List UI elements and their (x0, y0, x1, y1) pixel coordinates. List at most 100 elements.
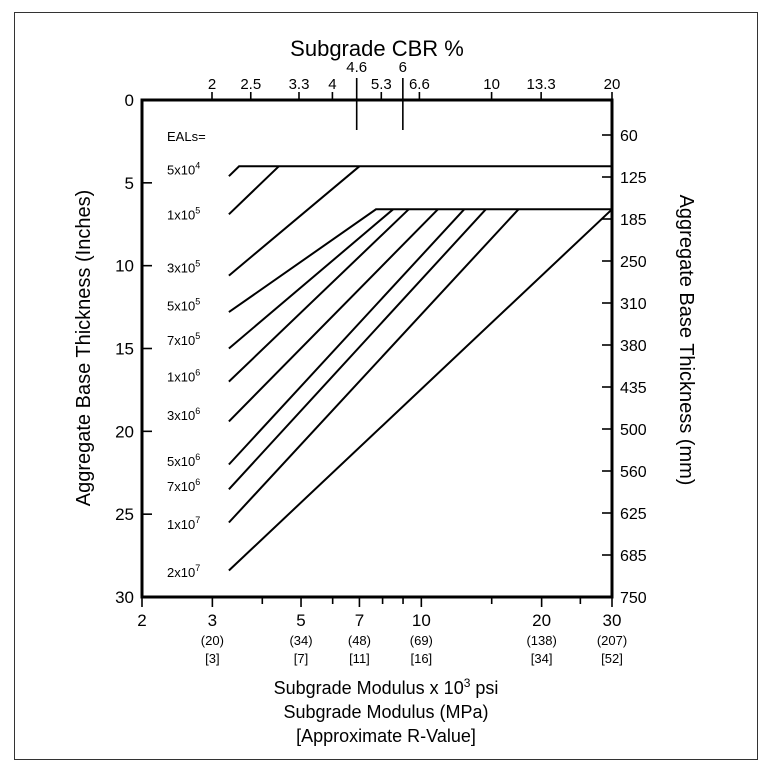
bottom-tick-mpa-1: (20) (201, 633, 224, 648)
right-tick-label-8: 560 (620, 464, 647, 481)
eal-label-exponent-7: 6 (195, 452, 200, 462)
right-tick-label-7: 500 (620, 422, 647, 439)
plot-area-border (140, 98, 614, 599)
top-tick-label-3: 4 (328, 76, 336, 93)
right-tick-label-4: 310 (620, 296, 647, 313)
eal-label-exponent-10: 7 (195, 563, 200, 573)
left-tick-label-2: 10 (115, 257, 134, 276)
series-line-8 (228, 208, 487, 490)
eal-series-lines (228, 165, 613, 572)
series-line-1 (228, 165, 280, 216)
eal-label-5: 1x106 (167, 368, 200, 385)
bottom-tick-mpa-2: (34) (289, 633, 312, 648)
series-line-3 (228, 208, 612, 313)
eal-label-2: 3x105 (167, 258, 200, 275)
left-tick-label-6: 30 (115, 588, 134, 607)
eal-label-exponent-8: 6 (195, 477, 200, 487)
eal-label-base-3: 5x10 (167, 298, 195, 313)
bottom-tick-label-5: 20 (532, 611, 551, 630)
bottom-tick-r-value-6: [52] (601, 651, 623, 666)
top-tick-label-2: 3.3 (289, 76, 310, 93)
bottom-axis-title: Subgrade Modulus x 103 psi (274, 676, 499, 698)
bottom-tick-label-2: 5 (296, 611, 305, 630)
left-axis-ticks: 0 5 10 15 20 25 30 (115, 91, 152, 607)
bottom-tick-label-1: 3 (208, 611, 217, 630)
top-tick-label-0: 2 (208, 76, 216, 93)
eal-label-base-6: 3x10 (167, 408, 195, 423)
eal-labels: 5x1041x1053x1055x1057x1051x1063x1065x106… (167, 161, 200, 581)
top-tick-label-5: 5.3 (371, 76, 392, 93)
top-tick-label-8: 10 (483, 76, 500, 93)
bottom-tick-r-value-1: [3] (205, 651, 219, 666)
eal-label-0: 5x104 (167, 161, 200, 178)
right-tick-label-0: 60 (620, 128, 638, 145)
eal-label-7: 5x106 (167, 452, 200, 469)
bottom-tick-mpa-3: (48) (348, 633, 371, 648)
eal-label-base-2: 3x10 (167, 260, 195, 275)
series-line-2 (228, 165, 361, 277)
left-axis-title: Aggregate Base Thickness (Inches) (73, 190, 95, 506)
right-tick-label-11: 750 (620, 590, 647, 607)
left-tick-label-1: 5 (125, 174, 134, 193)
top-tick-label-1: 2.5 (240, 76, 261, 93)
left-tick-label-4: 20 (115, 422, 134, 441)
right-tick-label-10: 685 (620, 548, 647, 565)
eals-header: EALs= (167, 129, 206, 144)
bottom-tick-r-value-3: [11] (349, 651, 370, 666)
bottom-tick-label-4: 10 (412, 611, 431, 630)
eal-label-base-8: 7x10 (167, 479, 195, 494)
eal-label-base-0: 5x10 (167, 163, 195, 178)
right-tick-label-1: 125 (620, 170, 647, 187)
bottom-tick-label-6: 30 (603, 611, 622, 630)
left-tick-label-5: 25 (115, 505, 134, 524)
eal-label-4: 7x105 (167, 331, 200, 348)
top-axis-title: Subgrade CBR % (290, 36, 464, 61)
eal-label-base-9: 1x10 (167, 517, 195, 532)
bottom-axis-title-exponent: 3 (464, 676, 471, 690)
right-axis-title: Aggregate Base Thickness (mm) (675, 195, 697, 486)
bottom-tick-r-value-5: [34] (531, 651, 553, 666)
right-axis-ticks: 60 125 185 250 310 380 435 500 560 625 685 750 (602, 128, 647, 607)
top-tick-label-4: 4.6 (346, 59, 367, 76)
series-line-6 (228, 208, 439, 423)
bottom-axis-title-unit: psi (470, 678, 498, 698)
eal-label-exponent-4: 5 (195, 331, 200, 341)
eal-label-base-7: 5x10 (167, 454, 195, 469)
eal-label-exponent-9: 7 (195, 515, 200, 525)
eal-label-exponent-0: 4 (195, 161, 200, 171)
bottom-tick-r-value-2: [7] (294, 651, 308, 666)
bottom-axis-title-main: Subgrade Modulus x 10 (274, 678, 464, 698)
eal-label-base-1: 1x10 (167, 207, 195, 222)
eal-label-10: 2x107 (167, 563, 200, 580)
right-tick-label-3: 250 (620, 254, 647, 271)
bottom-tick-r-value-4: [16] (410, 651, 432, 666)
series-line-9 (228, 208, 520, 524)
top-tick-label-10: 20 (604, 76, 621, 93)
bottom-tick-mpa-4: (69) (410, 633, 433, 648)
series-line-0 (228, 165, 612, 177)
top-tick-label-6: 6 (399, 59, 407, 76)
eal-label-exponent-3: 5 (195, 296, 200, 306)
series-line-7 (228, 208, 465, 466)
top-tick-label-9: 13.3 (527, 76, 556, 93)
eal-label-9: 1x107 (167, 515, 200, 532)
right-tick-label-5: 380 (620, 338, 647, 355)
eal-label-exponent-5: 6 (195, 368, 200, 378)
eal-label-1: 1x105 (167, 205, 200, 222)
eal-label-6: 3x106 (167, 406, 200, 423)
left-tick-label-0: 0 (125, 91, 134, 110)
bottom-axis-subtitle-mpa: Subgrade Modulus (MPa) (283, 702, 488, 722)
bottom-tick-label-0: 2 (137, 611, 146, 630)
bottom-tick-mpa-5: (138) (526, 633, 556, 648)
eal-label-3: 5x105 (167, 296, 200, 313)
right-tick-label-6: 435 (620, 380, 647, 397)
top-axis-ticks: 2 2.5 3.3 4 4.65.3 66.6 10 13.3 20 (208, 59, 621, 130)
eal-label-base-4: 7x10 (167, 333, 195, 348)
left-tick-label-3: 15 (115, 340, 134, 359)
bottom-axis-subtitle-r-value: [Approximate R-Value] (296, 726, 476, 746)
chart-frame (14, 12, 758, 760)
series-line-10 (228, 208, 613, 572)
bottom-axis-ticks: 2 3 (20) [3] 5 (34) [7] 7 (48) [11] 10 (69) [16] 20 (1… (137, 597, 627, 666)
bottom-tick-mpa-6: (207) (597, 633, 627, 648)
